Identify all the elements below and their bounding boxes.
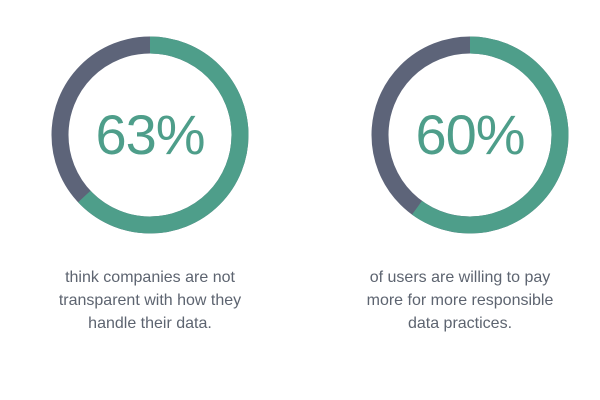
donut-chart: 60% — [370, 35, 570, 235]
donut-chart: 63% — [50, 35, 250, 235]
caption-line: of users are willing to pay — [369, 269, 551, 286]
stat-card-willingness-to-pay: 60% of users are willing to pay more for… — [300, 0, 600, 400]
caption-line: more for more responsible — [366, 292, 554, 309]
donut-ring — [51, 36, 249, 234]
caption-line: think companies are not — [65, 269, 235, 286]
percentage-value: 60% — [415, 103, 525, 166]
donut-value-arc — [51, 36, 249, 234]
caption-line: transparent with how they — [58, 292, 242, 309]
stat-caption: of users are willing to pay more for mor… — [330, 266, 590, 335]
donut-value-arc — [371, 36, 569, 234]
donut-ring — [371, 36, 569, 234]
stat-caption: think companies are not transparent with… — [20, 266, 280, 335]
percentage-value: 63% — [95, 103, 205, 166]
caption-line: handle their data. — [88, 315, 212, 332]
caption-line: data practices. — [407, 315, 513, 332]
stat-card-transparency: 63% think companies are not transparent … — [20, 35, 280, 335]
